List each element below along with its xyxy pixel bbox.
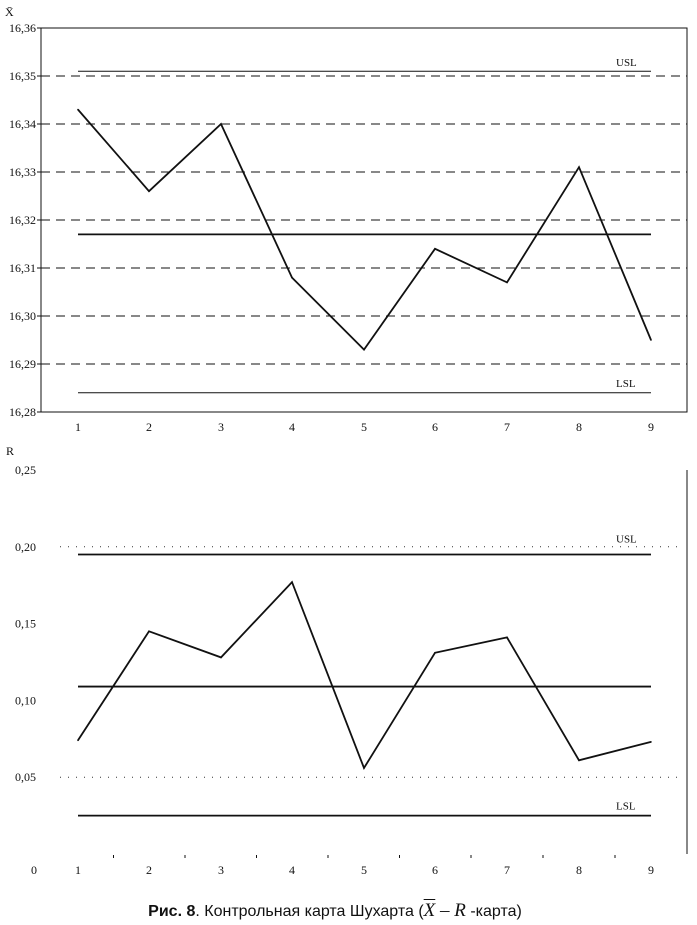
r-x-tick-label: 8	[576, 863, 582, 877]
xbar-data-point	[220, 123, 222, 125]
xbar-data-point	[291, 276, 293, 279]
r-data-point	[650, 741, 652, 743]
caption-prefix: Рис. 8	[148, 903, 196, 920]
r-y-tick-label: 0,15	[15, 617, 36, 631]
xbar-series-line	[77, 109, 652, 351]
r-series-line	[77, 580, 652, 771]
r-data-point	[434, 651, 436, 654]
xbar-data-point	[578, 166, 580, 168]
xbar-data-point	[650, 339, 652, 341]
xbar-y-tick-label: 16,28	[9, 405, 36, 419]
xbar-data-point	[148, 190, 150, 192]
xbar-data-point	[363, 348, 365, 351]
xbar-y-axis-label: X̄	[5, 5, 14, 19]
r-y-tick-label: 0,05	[15, 770, 36, 784]
r-y-tick-label: 0,10	[15, 693, 36, 707]
r-y-tick-label: 0	[31, 863, 37, 877]
xbar-x-tick-label: 8	[576, 420, 582, 434]
xbar-x-tick-label: 4	[289, 420, 295, 434]
r-x-tick-label: 1	[75, 863, 81, 877]
control-charts: 16,28 16,29 16,30 16,31 16,32 16,33 16,34 16,35…	[5, 5, 688, 877]
r-x-tick-label: 9	[648, 863, 654, 877]
xbar-x-tick-label: 7	[504, 420, 510, 434]
xbar-y-tick-label: 16,31	[9, 261, 36, 275]
r-lsl-label: LSL	[616, 801, 636, 813]
xbar-y-tick-label: 16,34	[9, 117, 36, 131]
r-usl-label: USL	[616, 533, 637, 545]
r-data-point	[291, 581, 293, 583]
caption-text: . Контрольная карта Шухарта (	[195, 903, 424, 920]
r-chart	[60, 470, 688, 858]
r-x-tick-label: 6	[432, 863, 438, 877]
xbar-data-point	[506, 281, 508, 284]
xbar-y-tick-label: 16,32	[9, 213, 36, 227]
r-data-point	[363, 767, 365, 769]
r-y-tick-label: 0,20	[15, 540, 36, 554]
r-x-tick-label: 4	[289, 863, 295, 877]
xbar-x-tick-label: 5	[361, 420, 367, 434]
xbar-chart	[37, 27, 688, 413]
r-data-point	[220, 656, 222, 659]
xbar-x-tick-label: 1	[75, 420, 81, 434]
figure-caption: Рис. 8. Контрольная карта Шухарта (X – R…	[0, 900, 670, 922]
xbar-x-tick-label: 9	[648, 420, 654, 434]
xbar-y-tick-label: 16,33	[9, 165, 36, 179]
xbar-data-point	[434, 248, 436, 250]
xbar-usl-label: USL	[616, 57, 637, 69]
xbar-x-tick-label: 3	[218, 420, 224, 434]
r-x-tick-label: 2	[146, 863, 152, 877]
xbar-x-tick-label: 6	[432, 420, 438, 434]
r-y-axis-label: R	[6, 444, 14, 458]
xbar-data-point	[77, 108, 79, 111]
caption-xbar: X	[423, 900, 436, 921]
caption-suffix: -карта)	[465, 903, 522, 920]
xbar-lsl-label: LSL	[616, 378, 636, 390]
r-data-point	[77, 739, 79, 742]
r-data-point	[578, 759, 580, 762]
r-x-tick-label: 3	[218, 863, 224, 877]
caption-minus: –	[435, 900, 455, 921]
r-data-point	[148, 630, 150, 633]
caption-r: R	[454, 900, 466, 921]
r-data-point	[506, 636, 508, 639]
xbar-y-tick-label: 16,30	[9, 309, 36, 323]
r-x-tick-label: 7	[504, 863, 510, 877]
r-x-tick-label: 5	[361, 863, 367, 877]
xbar-y-tick-label: 16,29	[9, 357, 36, 371]
xbar-x-tick-label: 2	[146, 420, 152, 434]
xbar-y-tick-label: 16,35	[9, 69, 36, 83]
r-y-tick-label: 0,25	[15, 463, 36, 477]
xbar-y-tick-label: 16,36	[9, 21, 36, 35]
